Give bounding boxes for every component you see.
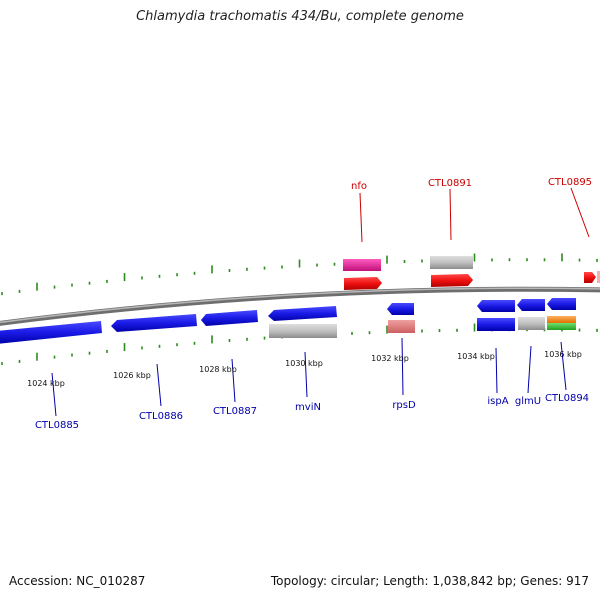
- feature-ispa-lower[interactable]: [477, 318, 515, 331]
- feature-ctl0895[interactable]: [584, 272, 596, 283]
- gene-label-mvin[interactable]: mviN: [295, 402, 321, 413]
- gene-label-ctl0886[interactable]: CTL0886: [139, 411, 183, 422]
- scale-label: 1034 kbp: [457, 352, 495, 361]
- leader-mvin: [304, 351, 308, 398]
- feature-rpsd[interactable]: [387, 303, 414, 315]
- leader-glmu: [527, 345, 532, 394]
- feature-ctl0887[interactable]: [201, 310, 258, 326]
- map-title: Chlamydia trachomatis 434/Bu, complete g…: [136, 9, 464, 24]
- feature-orange[interactable]: [547, 316, 576, 323]
- gene-label-ctl0891[interactable]: CTL0891: [428, 178, 472, 189]
- scale-label: 1026 kbp: [113, 371, 151, 380]
- feature-ispa[interactable]: [477, 300, 515, 312]
- leader-nfo: [359, 192, 363, 243]
- leader-ctl0886: [156, 363, 162, 407]
- gene-label-ctl0894[interactable]: CTL0894: [545, 393, 589, 404]
- scale-label: 1032 kbp: [371, 354, 409, 363]
- leader-ctl0895: [570, 187, 590, 238]
- feature-ctl0895-tail[interactable]: [597, 271, 600, 283]
- feature-grey-mvin[interactable]: [269, 324, 337, 338]
- gene-label-glmu[interactable]: glmU: [515, 396, 541, 407]
- feature-grey-ctl0891[interactable]: [430, 256, 473, 269]
- gene-label-ctl0885[interactable]: CTL0885: [35, 420, 79, 431]
- accession-text: Accession: NC_010287: [9, 574, 146, 588]
- leader-ispa: [495, 347, 498, 394]
- scale-label: 1024 kbp: [27, 379, 65, 388]
- genome-summary-text: Topology: circular; Length: 1,038,842 bp…: [270, 574, 589, 588]
- scale-label: 1028 kbp: [199, 365, 237, 374]
- genome-backbone: [0, 286, 600, 326]
- feature-ctl0886[interactable]: [111, 314, 197, 332]
- leader-ctl0885: [51, 372, 57, 417]
- gene-label-nfo[interactable]: nfo: [351, 181, 367, 192]
- feature-glmu[interactable]: [517, 299, 545, 311]
- feature-nfo[interactable]: [344, 277, 382, 290]
- leader-ctl0891: [449, 188, 452, 241]
- scale-label: 1036 kbp: [544, 350, 582, 359]
- gene-label-rpsd[interactable]: rpsD: [392, 400, 416, 411]
- feature-ctl0891[interactable]: [431, 274, 473, 287]
- feature-mvin[interactable]: [268, 306, 337, 321]
- feature-pink-rpsd[interactable]: [388, 320, 415, 333]
- feature-magenta[interactable]: [343, 259, 381, 271]
- feature-grey-glmu[interactable]: [518, 317, 545, 330]
- leader-ctl0894: [560, 341, 567, 391]
- gene-label-ispa[interactable]: ispA: [487, 396, 508, 407]
- gene-label-ctl0887[interactable]: CTL0887: [213, 406, 257, 417]
- leader-ctl0887: [231, 358, 236, 403]
- leader-rpsd: [401, 337, 404, 396]
- feature-green[interactable]: [547, 323, 576, 330]
- gene-label-ctl0895[interactable]: CTL0895: [548, 177, 592, 188]
- scale-label: 1030 kbp: [285, 359, 323, 368]
- feature-ctl0894[interactable]: [547, 298, 576, 310]
- feature-ctl0885[interactable]: [0, 321, 102, 344]
